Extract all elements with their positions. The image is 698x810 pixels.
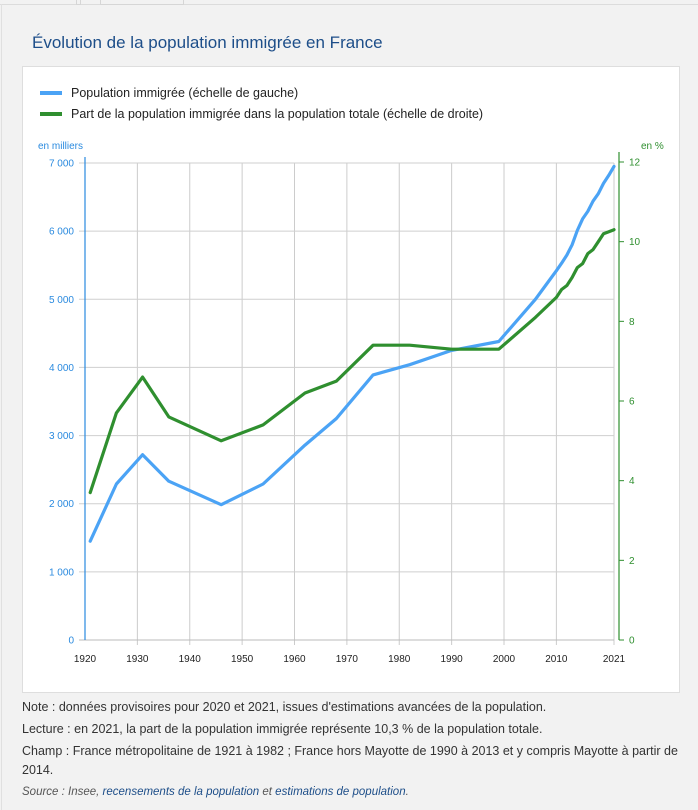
chart-panel [22,66,680,693]
legend-label: Population immigrée (échelle de gauche) [71,85,299,100]
y-left-tick-label: 2 000 [49,499,74,510]
y-right-tick-label: 6 [629,397,635,408]
left-axis: 0 1 000 2 000 3 000 4 000 5 000 6 000 7 000 [49,157,86,647]
note-text: Note : données provisoires pour 2020 et … [22,700,547,714]
y-right-tick-label: 4 [629,476,635,487]
y-right-tick-label: 2 [629,556,635,567]
series-line-population [88,164,616,543]
notes: Note : données provisoires pour 2020 et … [22,698,682,805]
y-left-tick-label: 7 000 [49,159,74,170]
y-left-tick-label: 1 000 [49,567,74,578]
legend-swatch-green [40,111,62,116]
x-tick-label: 1990 [441,654,464,665]
champ-text: Champ : France métropolitaine de 1921 à … [22,744,678,777]
x-tick-label: 1980 [388,654,411,665]
series-lines [88,164,616,543]
x-tick-label: 1930 [126,654,149,665]
source-link-estimations[interactable]: estimations de population [275,786,406,798]
series-line-share [88,228,616,495]
y-left-tick-label: 3 000 [49,431,74,442]
y-left-tick-label: 0 [68,636,74,647]
legend: Population immigrée (échelle de gauche) … [40,82,483,124]
x-tick-label: 1970 [336,654,359,665]
page-border [1,4,2,810]
x-tick-label: 2021 [603,654,626,665]
y-right-tick-label: 12 [629,158,641,169]
y-left-tick-label: 6 000 [49,227,74,238]
y-right-tick-label: 8 [629,317,635,328]
right-axis-label: en % [641,141,664,152]
left-axis-label: en milliers [38,141,83,152]
legend-label: Part de la population immigrée dans la p… [71,106,484,121]
y-left-tick-label: 5 000 [49,295,74,306]
x-tick-label: 2000 [493,654,516,665]
x-tick-label: 1940 [179,654,202,665]
y-right-tick-label: 0 [629,636,635,647]
y-right-tick-label: 10 [629,237,641,248]
legend-item-population: Population immigrée (échelle de gauche) [40,82,483,103]
source-text: Source : Insee, recensements de la popul… [22,783,682,802]
lecture-text: Lecture : en 2021, la part de la populat… [22,722,543,736]
tab-edge [76,0,81,5]
x-axis-ticks: 1920 1930 1940 1950 1960 1970 1980 1990 2000 2010… [74,654,626,665]
right-axis: 0 2 4 6 8 10 12 [618,152,641,647]
horizontal-gridlines [79,162,614,641]
source-mid: et [259,786,276,798]
source-prefix: Source : Insee, [22,786,103,798]
x-tick-label: 1960 [283,654,306,665]
x-tick-label: 2010 [545,654,568,665]
x-tick-label: 1950 [231,654,254,665]
source-link-recensements[interactable]: recensements de la population [102,786,260,798]
chart-title: Évolution de la population immigrée en F… [32,33,383,52]
tab-edge [100,0,184,5]
legend-swatch-blue [40,90,62,95]
vertical-gridlines [136,163,615,645]
top-strip [0,0,698,5]
source-suffix: . [405,786,409,798]
legend-item-share: Part de la population immigrée dans la p… [40,103,483,124]
x-tick-label: 1920 [74,654,97,665]
y-left-tick-label: 4 000 [49,363,74,374]
